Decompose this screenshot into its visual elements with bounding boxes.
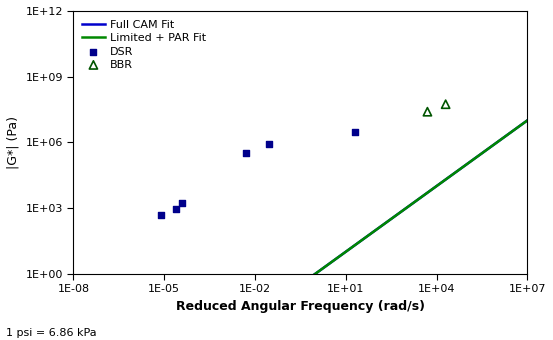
DSR — [172, 206, 181, 212]
BBR — [441, 101, 450, 107]
Limited + PAR Fit — [93, 337, 100, 340]
Limited + PAR Fit — [291, 287, 298, 291]
Full CAM Fit — [427, 188, 434, 192]
Full CAM Fit — [93, 337, 100, 340]
Full CAM Fit — [510, 128, 517, 132]
DSR — [178, 200, 187, 206]
Full CAM Fit — [511, 128, 518, 132]
X-axis label: Reduced Angular Frequency (rad/s): Reduced Angular Frequency (rad/s) — [176, 300, 425, 313]
Limited + PAR Fit — [70, 337, 77, 340]
Limited + PAR Fit — [279, 296, 285, 300]
Legend: Full CAM Fit, Limited + PAR Fit, DSR, BBR: Full CAM Fit, Limited + PAR Fit, DSR, BB… — [78, 15, 211, 74]
Limited + PAR Fit — [524, 118, 531, 122]
Text: 1 psi = 6.86 kPa: 1 psi = 6.86 kPa — [6, 328, 96, 338]
Full CAM Fit — [524, 118, 531, 122]
Full CAM Fit — [279, 296, 285, 300]
DSR — [265, 142, 274, 147]
DSR — [351, 129, 359, 135]
Limited + PAR Fit — [510, 128, 517, 132]
Y-axis label: |G*| (Pa): |G*| (Pa) — [7, 116, 20, 169]
Full CAM Fit — [291, 287, 298, 291]
Line: Full CAM Fit: Full CAM Fit — [74, 120, 528, 339]
Line: Limited + PAR Fit: Limited + PAR Fit — [74, 120, 528, 339]
Limited + PAR Fit — [427, 188, 434, 192]
DSR — [157, 212, 166, 217]
DSR — [242, 150, 251, 156]
BBR — [423, 109, 432, 115]
Limited + PAR Fit — [511, 128, 518, 132]
Full CAM Fit — [70, 337, 77, 340]
